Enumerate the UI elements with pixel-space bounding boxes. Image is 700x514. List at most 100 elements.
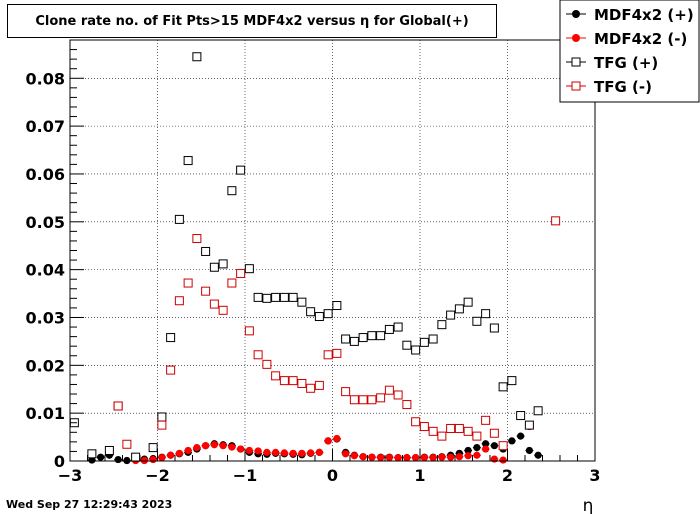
chart-title-box: Clone rate no. of Fit Pts>15 MDF4x2 vers… (7, 4, 497, 38)
data-point (420, 454, 428, 462)
y-tick-label: 0.05 (26, 213, 65, 232)
data-point (209, 262, 219, 272)
data-point (376, 331, 386, 341)
data-points (69, 52, 561, 465)
data-point (174, 296, 184, 306)
data-point (158, 454, 166, 462)
data-point (219, 442, 227, 450)
data-point (533, 406, 543, 416)
data-point (297, 297, 307, 307)
data-point (384, 324, 394, 334)
data-point (253, 350, 263, 360)
y-tick-label: 0.01 (26, 404, 65, 423)
data-point (481, 415, 491, 425)
data-point (489, 428, 499, 438)
data-point (472, 431, 482, 441)
data-point (236, 165, 246, 175)
data-point (394, 454, 402, 462)
data-point (499, 456, 507, 464)
data-point (227, 186, 237, 196)
data-point (411, 417, 421, 427)
data-point (402, 400, 412, 410)
data-point (516, 411, 526, 421)
data-point (489, 323, 499, 333)
data-point (428, 334, 438, 344)
data-point (244, 264, 254, 274)
chart-title: Clone rate no. of Fit Pts>15 MDF4x2 vers… (35, 13, 469, 29)
error-bars (70, 56, 560, 462)
y-tick-label: 0.07 (26, 117, 65, 136)
data-point (314, 380, 324, 390)
data-point (384, 385, 394, 395)
axes: −3 −2 −1 0 1 2 3 0 0.01 0.02 0.03 0.04 0.05 0.06 0.07 0… (26, 39, 601, 485)
data-point (428, 426, 438, 436)
data-point (508, 437, 516, 445)
data-point (262, 293, 272, 303)
data-point (376, 393, 386, 403)
legend-label: TFG (-) (594, 78, 652, 96)
data-point (419, 337, 429, 347)
legend-box (559, 0, 700, 103)
data-point (393, 322, 403, 332)
data-point (254, 447, 262, 455)
data-point (464, 446, 472, 455)
y-tick-label: 0.04 (26, 261, 65, 280)
legend-marker (572, 34, 580, 42)
data-point (490, 442, 498, 450)
data-point (517, 432, 525, 440)
data-point (349, 336, 359, 346)
x-tick-label: −3 (58, 466, 83, 485)
data-point (393, 390, 403, 400)
data-point (192, 234, 202, 244)
data-point (419, 422, 429, 432)
data-point (323, 350, 333, 360)
data-point (377, 454, 385, 462)
data-point (342, 450, 350, 458)
data-point (87, 449, 97, 459)
data-point (280, 449, 288, 457)
data-point (218, 305, 228, 315)
data-point (97, 453, 105, 461)
data-point (481, 309, 491, 319)
x-tick-label: −2 (145, 466, 170, 485)
data-point (202, 442, 210, 450)
x-tick-label: 0 (327, 466, 338, 485)
data-point (279, 292, 289, 302)
data-point (437, 431, 447, 441)
data-point (227, 278, 237, 288)
data-point (209, 299, 219, 309)
data-point (358, 395, 368, 405)
y-tick-label: 0.02 (26, 356, 65, 375)
y-tick-label: 0.06 (26, 165, 65, 184)
data-point (358, 333, 368, 343)
data-point (367, 331, 377, 341)
data-point (175, 449, 183, 457)
data-point (262, 359, 272, 369)
data-point (455, 453, 463, 461)
data-point (324, 437, 332, 445)
legend-label: MDF4x2 (+) (594, 6, 694, 24)
y-tick-label: 0.08 (26, 69, 65, 88)
data-point (482, 440, 490, 448)
data-point (403, 454, 411, 462)
data-point (183, 156, 193, 166)
legend-label: TFG (+) (594, 54, 658, 72)
legend-label: MDF4x2 (-) (594, 30, 687, 48)
data-point (263, 448, 271, 456)
data-point (131, 452, 141, 462)
data-point (437, 320, 447, 330)
legend-marker (572, 10, 580, 18)
data-point (463, 297, 473, 307)
data-point (402, 340, 412, 350)
data-point (271, 292, 281, 302)
data-point (244, 326, 254, 336)
data-point (429, 454, 437, 462)
data-point (192, 52, 202, 62)
data-point (333, 434, 341, 443)
data-point (306, 383, 316, 393)
data-point (218, 259, 228, 269)
y-tick-label: 0.03 (26, 308, 65, 327)
data-point (314, 312, 324, 322)
data-point (349, 395, 359, 405)
